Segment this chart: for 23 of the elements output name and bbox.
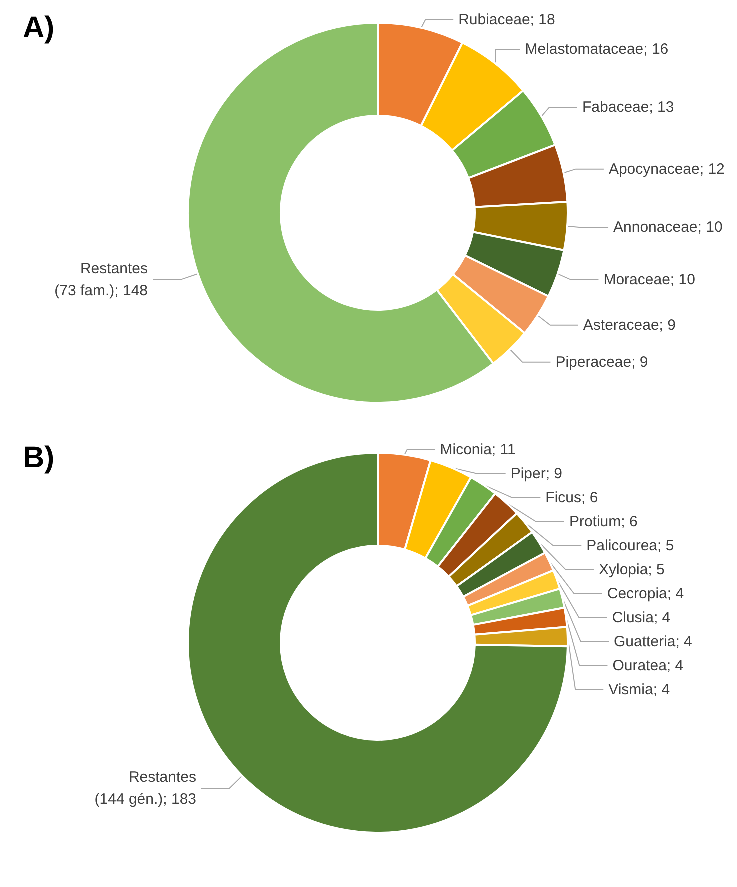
- slice-label: Restantes (144 gén.); 183: [94, 769, 197, 808]
- slice-label: Rubiaceae; 18: [458, 12, 556, 28]
- slice-label: Vismia; 4: [608, 682, 670, 698]
- slice-label: Piper; 9: [510, 466, 563, 482]
- slice-label: Apocynaceae; 12: [608, 160, 725, 178]
- slice-label: Miconia; 11: [440, 442, 516, 458]
- slice-label: Clusia; 4: [612, 610, 671, 626]
- slice-label: Fabaceae; 13: [582, 98, 674, 116]
- slice-label: Palicourea; 5: [586, 538, 674, 554]
- slice-label: Xylopia; 5: [598, 562, 665, 578]
- chart-title: B): [23, 442, 55, 474]
- slice-label: Cecropia; 4: [607, 586, 684, 602]
- slice-label: Ouratea; 4: [612, 658, 684, 674]
- slice-label: Protium; 6: [569, 514, 638, 530]
- slice-label: Asteraceae; 9: [583, 316, 676, 334]
- slice-label: Piperaceae; 9: [556, 354, 648, 371]
- slice-label: Restantes (73 fam.); 148: [54, 260, 148, 300]
- slice-label: Melastomataceae; 16: [525, 41, 669, 58]
- chart-title: A): [23, 12, 55, 44]
- slice-label: Moraceae; 10: [604, 271, 696, 288]
- slice-label: Guatteria; 4: [614, 634, 692, 650]
- slice-label: Ficus; 6: [546, 490, 598, 506]
- slice-label: Annonaceae; 10: [614, 219, 723, 236]
